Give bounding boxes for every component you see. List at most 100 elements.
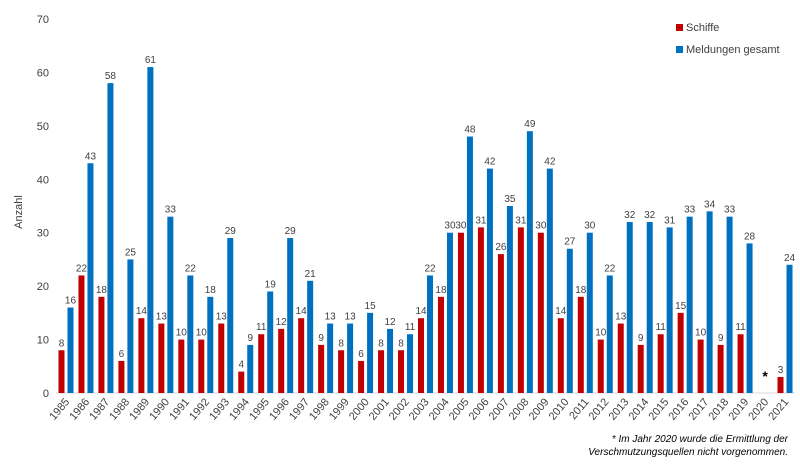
bar-meldungen-2015 <box>666 227 673 393</box>
data-label-meldungen-2012: 22 <box>604 263 616 274</box>
data-label-meldungen-2014: 32 <box>644 210 656 221</box>
x-tick-label: 2020 <box>746 396 771 422</box>
data-label-schiffe-2009: 30 <box>535 221 547 232</box>
x-tick-label: 1991 <box>167 396 192 422</box>
data-label-schiffe-1985: 8 <box>59 338 65 349</box>
data-label-meldungen-1992: 18 <box>205 285 217 296</box>
data-label-schiffe-2017: 10 <box>695 328 707 339</box>
x-tick-label: 2014 <box>627 396 652 422</box>
data-label-schiffe-2015: 11 <box>655 322 666 333</box>
data-label-schiffe-2019: 11 <box>735 322 746 333</box>
bar-schiffe-2001 <box>378 350 385 393</box>
bar-meldungen-2021 <box>786 264 793 393</box>
data-label-meldungen-1995: 19 <box>265 279 277 290</box>
x-tick-label: 2016 <box>667 396 692 422</box>
bar-meldungen-2017 <box>706 211 713 393</box>
data-label-schiffe-2012: 10 <box>595 328 607 339</box>
y-tick-label: 0 <box>43 388 49 400</box>
bar-schiffe-1992 <box>198 339 205 393</box>
data-label-schiffe-2003: 14 <box>415 306 427 317</box>
bar-schiffe-1987 <box>98 296 105 393</box>
data-label-schiffe-2006: 31 <box>475 215 487 226</box>
y-tick-label: 70 <box>37 14 49 26</box>
x-tick-label: 2017 <box>686 396 711 422</box>
data-label-schiffe-1994: 4 <box>238 360 244 371</box>
y-tick-label: 60 <box>37 67 49 79</box>
data-label-meldungen-2010: 27 <box>564 237 576 248</box>
bar-schiffe-2011 <box>577 296 584 393</box>
data-label-schiffe-2005: 30 <box>455 221 467 232</box>
bar-schiffe-1988 <box>118 360 125 393</box>
data-label-schiffe-2008: 31 <box>515 215 527 226</box>
data-label-schiffe-1999: 8 <box>338 338 344 349</box>
data-label-schiffe-1987: 18 <box>96 285 108 296</box>
data-label-schiffe-1986: 22 <box>76 263 88 274</box>
x-tick-label: 2002 <box>387 396 412 422</box>
bar-schiffe-2017 <box>697 339 704 393</box>
bar-meldungen-1996 <box>287 238 294 393</box>
x-tick-label: 1994 <box>227 396 252 422</box>
data-label-meldungen-2004: 30 <box>444 221 456 232</box>
bar-meldungen-2019 <box>746 243 753 393</box>
bar-schiffe-2002 <box>398 350 405 393</box>
data-label-schiffe-1993: 13 <box>216 312 228 323</box>
bar-meldungen-2011 <box>586 232 593 393</box>
bar-meldungen-1986 <box>87 163 94 393</box>
footnote-line-1: * Im Jahr 2020 wurde die Ermittlung der <box>611 434 788 445</box>
y-tick-label: 30 <box>37 228 49 240</box>
footnote: * Im Jahr 2020 wurde die Ermittlung der … <box>488 433 788 459</box>
bar-meldungen-1992 <box>207 296 214 393</box>
bar-schiffe-1996 <box>278 328 285 393</box>
data-label-meldungen-2019: 28 <box>744 231 756 242</box>
bar-meldungen-2009 <box>546 168 553 393</box>
bar-schiffe-2016 <box>677 312 684 393</box>
data-label-meldungen-1991: 22 <box>185 263 197 274</box>
data-label-meldungen-1993: 29 <box>225 226 237 237</box>
x-tick-label: 2004 <box>427 396 452 422</box>
data-label-meldungen-1994: 9 <box>247 333 253 344</box>
y-axis-ticks: 0 10 20 30 40 50 60 70 <box>37 14 49 400</box>
legend-swatch-schiffe <box>676 24 683 31</box>
x-tick-label: 1989 <box>127 396 152 422</box>
bar-schiffe-1995 <box>258 334 265 393</box>
annotations: * <box>762 368 768 384</box>
data-label-schiffe-2016: 15 <box>675 301 687 312</box>
data-label-meldungen-2016: 33 <box>684 205 696 216</box>
x-tick-label: 2003 <box>407 396 432 422</box>
bar-schiffe-1998 <box>318 344 325 393</box>
x-tick-label: 2005 <box>447 396 472 422</box>
bar-meldungen-2018 <box>726 216 733 393</box>
bar-schiffe-1990 <box>158 323 165 393</box>
data-label-schiffe-2007: 26 <box>495 242 507 253</box>
bar-schiffe-1989 <box>138 318 145 393</box>
bar-meldungen-1995 <box>267 291 274 393</box>
bar-meldungen-2006 <box>486 168 493 393</box>
x-tick-label: 1987 <box>87 396 112 422</box>
bar-meldungen-1987 <box>107 83 114 393</box>
x-tick-label: 2018 <box>706 396 731 422</box>
data-label-schiffe-2013: 13 <box>615 312 627 323</box>
bar-schiffe-2021 <box>777 376 784 393</box>
data-label-schiffe-1996: 12 <box>276 317 288 328</box>
data-label-meldungen-1990: 33 <box>165 205 177 216</box>
y-axis-label: Anzahl <box>13 195 25 229</box>
bar-meldungen-2013 <box>626 222 633 393</box>
data-label-meldungen-1985: 16 <box>65 296 77 307</box>
data-label-schiffe-1998: 9 <box>318 333 324 344</box>
bar-schiffe-2019 <box>737 334 744 393</box>
data-label-schiffe-1989: 14 <box>136 306 148 317</box>
bar-schiffe-1993 <box>218 323 225 393</box>
x-tick-label: 2019 <box>726 396 751 422</box>
bar-schiffe-2010 <box>557 318 564 393</box>
data-label-meldungen-2005: 48 <box>464 125 476 136</box>
y-tick-label: 50 <box>37 121 49 133</box>
bar-schiffe-2008 <box>517 227 524 393</box>
x-tick-label: 1999 <box>327 396 352 422</box>
data-label-meldungen-1986: 43 <box>85 151 97 162</box>
x-tick-label: 2012 <box>587 396 612 422</box>
x-tick-label: 1990 <box>147 396 172 422</box>
y-tick-label: 20 <box>37 281 49 293</box>
x-tick-label: 1988 <box>107 396 132 422</box>
bars <box>58 67 793 394</box>
data-label-schiffe-2021: 3 <box>778 365 784 376</box>
